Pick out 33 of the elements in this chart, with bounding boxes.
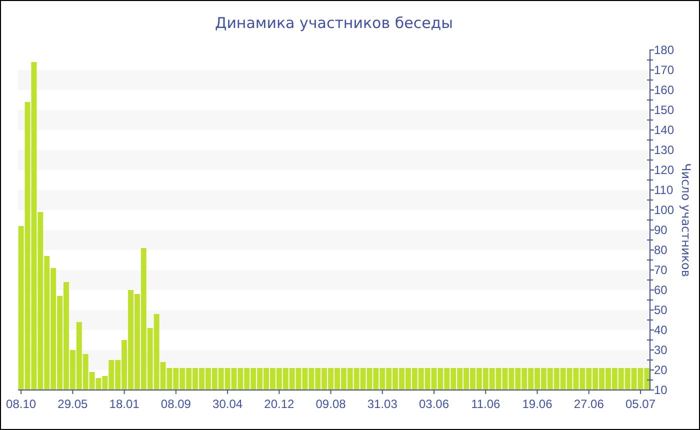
y-tick-label: 70 [654,262,668,277]
y-tick-label: 10 [654,382,668,397]
y-tick-label: 150 [654,102,674,117]
x-tick-label: 29.05 [58,396,88,411]
x-tick-label: 05.07 [625,396,656,411]
y-tick-label: 160 [654,82,674,97]
y-tick-label: 50 [654,302,668,317]
y-axis-title: Число участников [679,163,693,277]
y-tick-label: 170 [654,62,674,77]
x-tick-label: 31.03 [367,396,398,411]
x-tick-label: 09.08 [316,396,346,411]
x-tick-label: 11.06 [471,396,501,411]
y-tick-label: 90 [654,222,668,237]
x-tick-label: 08.09 [160,396,192,411]
y-tick-label: 120 [654,162,674,177]
x-tick-label: 20.12 [264,396,294,411]
y-tick-label: 100 [654,202,674,217]
y-tick-label: 80 [654,242,668,257]
chart-title: Динамика участников беседы [214,14,454,32]
y-tick-label: 30 [654,342,668,357]
y-tick-label: 110 [654,182,674,197]
y-tick-label: 130 [654,142,674,157]
x-tick-label: 03.06 [418,396,450,411]
x-tick-label: 08.10 [6,396,36,411]
y-tick-label: 40 [654,322,668,337]
y-tick-label: 20 [654,362,668,377]
y-tick-label: 140 [654,122,674,137]
y-tick-label: 180 [654,42,674,57]
x-tick-label: 30.04 [212,396,243,411]
x-tick-label: 19.06 [522,396,553,411]
x-tick-label: 27.06 [574,396,604,411]
x-tick-label: 18.01 [109,396,140,411]
y-tick-label: 60 [654,282,668,297]
